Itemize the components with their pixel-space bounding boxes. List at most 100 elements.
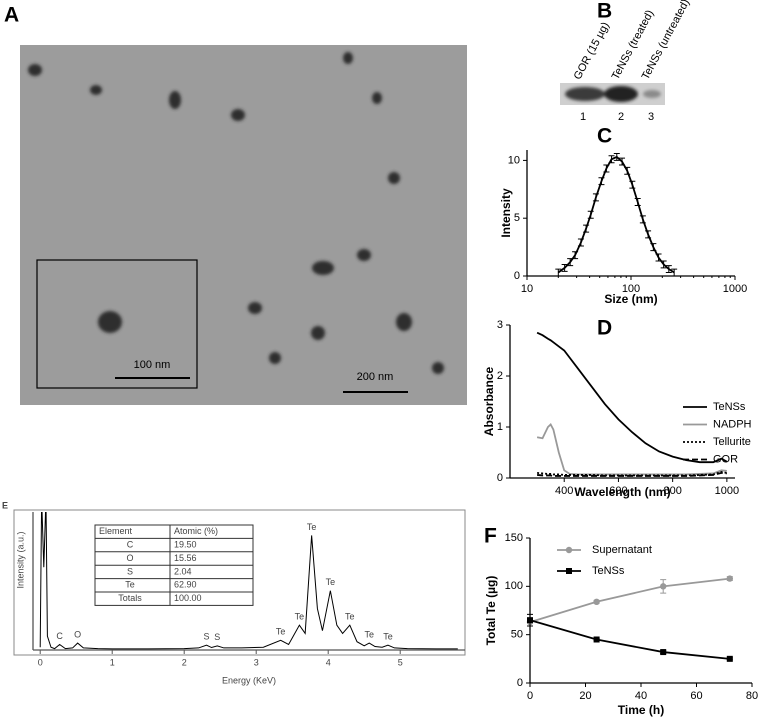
- x-tick-label: 1000: [723, 283, 747, 295]
- x-tick-label: 40: [635, 690, 647, 702]
- chart-panel: F 0 50 100 150 0 20 40 60 80 Time (h) Total Te (µg)…: [484, 525, 758, 718]
- table-cell: 100.00: [174, 593, 202, 603]
- marker: [726, 655, 733, 662]
- peak-label: Te: [295, 612, 305, 622]
- table-header: Element: [99, 526, 133, 536]
- x-tick-label: 4: [326, 657, 331, 667]
- peak-label: S: [214, 632, 220, 642]
- error-bar: [587, 210, 594, 219]
- table-cell: Totals: [118, 593, 142, 603]
- panel-label: C: [597, 125, 612, 148]
- y-tick-label: 0: [517, 677, 523, 689]
- table-cell: 19.50: [174, 539, 197, 549]
- x-axis-label: Time (h): [618, 703, 664, 717]
- legend-label: NADPH: [713, 418, 752, 430]
- panel-label: E: [2, 500, 8, 510]
- legend-marker: [566, 568, 572, 574]
- x-tick-label: 600: [609, 485, 627, 497]
- y-axis-label: Absorbance: [482, 367, 496, 437]
- error-bar: [660, 260, 667, 269]
- x-tick-label: 0: [38, 657, 43, 667]
- legend-marker: [565, 546, 573, 554]
- error-bar: [613, 152, 620, 161]
- error-bar: [555, 268, 562, 277]
- series-line: [536, 422, 727, 476]
- table-cell: Te: [125, 580, 135, 590]
- tem-image: [20, 45, 467, 405]
- error-bar: [583, 224, 590, 233]
- marker: [660, 583, 667, 590]
- peak-label: Te: [326, 577, 336, 587]
- series-line: [557, 155, 675, 274]
- peak-label: Te: [383, 632, 393, 642]
- error-bar: [665, 265, 672, 274]
- x-tick-label: 3: [254, 657, 259, 667]
- error-bar: [645, 230, 652, 239]
- table-cell: 62.90: [174, 580, 197, 590]
- error-bar: [650, 243, 657, 252]
- y-tick-label: 50: [511, 629, 523, 641]
- x-tick-label: 1: [110, 657, 115, 667]
- y-tick-label: 150: [505, 532, 523, 544]
- legend-label: TeNSs: [713, 401, 746, 413]
- error-bar: [655, 253, 662, 262]
- legend-label: TeNSs: [592, 565, 625, 577]
- error-bar: [639, 215, 646, 224]
- y-tick-label: 1: [497, 421, 503, 433]
- lane-number: 3: [648, 111, 654, 123]
- table-cell: O: [126, 553, 133, 563]
- panel-label: F: [484, 525, 497, 548]
- peak-label: Te: [307, 522, 317, 532]
- x-tick-label: 400: [555, 485, 573, 497]
- error-bar: [634, 198, 641, 206]
- lane-number: 1: [580, 111, 586, 123]
- y-tick-label: 10: [508, 154, 520, 166]
- marker: [660, 649, 667, 656]
- error-bar: [619, 157, 626, 166]
- error-bar: [561, 263, 568, 272]
- error-bar: [577, 238, 584, 247]
- x-tick-label: 800: [663, 485, 681, 497]
- x-axis-label: Size (nm): [604, 292, 657, 306]
- y-axis-label: Total Te (µg): [484, 576, 498, 646]
- error-bar: [603, 164, 610, 173]
- panel-label: D: [597, 317, 612, 340]
- error-bar: [598, 177, 605, 186]
- legend-label: GOR: [713, 453, 738, 465]
- y-axis-label: Intensity: [499, 188, 513, 238]
- y-tick-label: 0: [497, 472, 503, 484]
- gel-bands: [565, 86, 661, 102]
- error-bar: [629, 180, 636, 189]
- scale-bar-label: 100 nm: [134, 359, 171, 371]
- legend-label: Supernatant: [592, 544, 652, 556]
- scale-bar-label: 200 nm: [357, 371, 394, 383]
- x-tick-label: 0: [527, 690, 533, 702]
- x-tick-label: 1000: [715, 485, 739, 497]
- table-header: Atomic (%): [174, 526, 218, 536]
- particles: [28, 52, 444, 374]
- plot-frame: [13, 509, 466, 656]
- error-bar: [592, 193, 599, 202]
- x-tick-label: 20: [579, 690, 591, 702]
- marker: [593, 636, 600, 643]
- panel-label: B: [597, 0, 612, 23]
- series-line: [537, 471, 727, 477]
- error-bar: [624, 166, 631, 175]
- y-axis-label: Intensity (a.u.): [15, 531, 25, 588]
- x-tick-label: 80: [746, 690, 758, 702]
- peak-label: S: [204, 632, 210, 642]
- marker: [527, 617, 533, 624]
- chart-panel: D 0 1 2 3 400 600 800 1000 Wavelength (nm) Absorba…: [482, 317, 751, 500]
- series-line: [536, 331, 728, 464]
- table-cell: 2.04: [174, 566, 192, 576]
- marker: [726, 575, 733, 582]
- peak-label: Te: [276, 627, 286, 637]
- x-tick-label: 60: [690, 690, 702, 702]
- marker: [593, 598, 600, 605]
- x-axis-label: Wavelength (nm): [574, 485, 670, 499]
- error-bar: [608, 155, 615, 164]
- inset-frame: [36, 259, 198, 389]
